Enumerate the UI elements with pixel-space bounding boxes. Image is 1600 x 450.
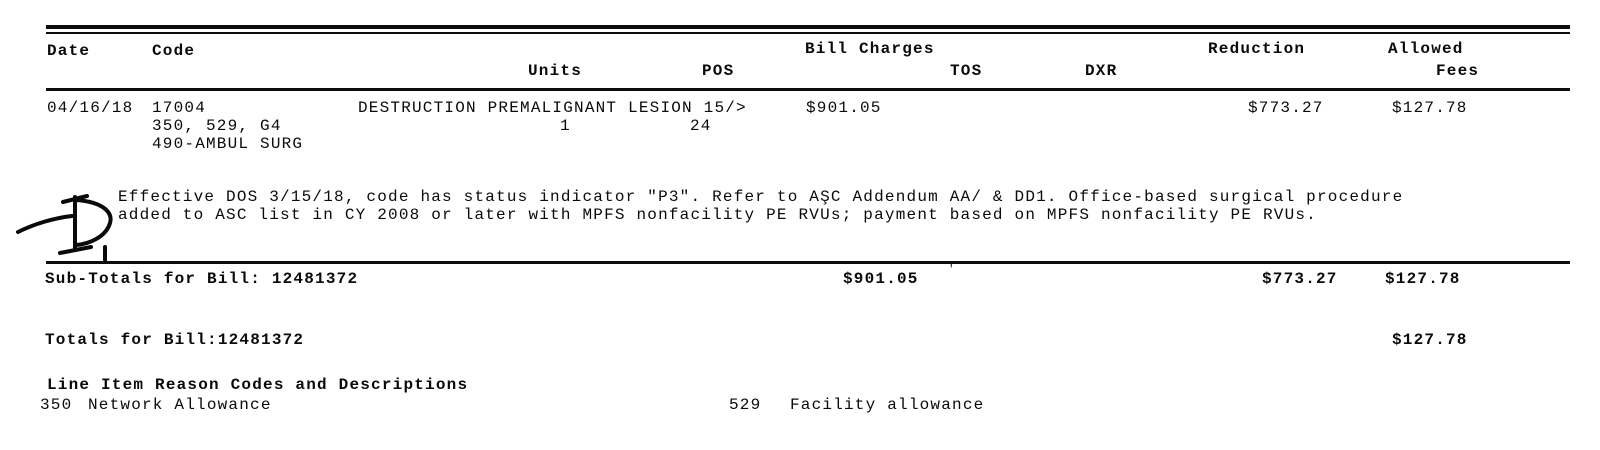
subtotals-bill-charges: $901.05 [843, 270, 919, 288]
line-item-reduction: $773.27 [1248, 99, 1324, 117]
col-header-date: Date [47, 42, 91, 60]
line-item-bill-charges: $901.05 [806, 99, 882, 117]
line-item-units: 1 [560, 117, 571, 135]
subtotal-rule [46, 261, 1570, 264]
status-note-line2: added to ASC list in CY 2008 or later wi… [118, 206, 1317, 224]
line-item-allowed-fees: $127.78 [1392, 99, 1468, 117]
handwritten-annotation-icon [16, 194, 113, 264]
reason-desc-529: Facility allowance [790, 396, 985, 414]
top-rule-2 [46, 32, 1570, 34]
col-header-fees: Fees [1436, 62, 1480, 80]
reason-code-529: 529 [729, 396, 762, 414]
reason-code-350: 350 [40, 396, 73, 414]
col-header-reduction: Reduction [1208, 40, 1306, 58]
col-header-units: Units [528, 62, 583, 80]
reason-desc-350: Network Allowance [88, 396, 272, 414]
line-item-pos: 24 [690, 117, 712, 135]
line-item-reason-codes: 350, 529, G4 [152, 117, 282, 135]
header-rule [46, 88, 1570, 91]
line-item-date: 04/16/18 [47, 99, 134, 117]
scan-stray-mark: ' [948, 264, 955, 276]
line-item-revenue-code: 490-AMBUL SURG [152, 135, 304, 153]
line-item-code: 17004 [152, 99, 207, 117]
col-header-dxr: DXR [1085, 62, 1118, 80]
subtotals-allowed-fees: $127.78 [1385, 270, 1461, 288]
col-header-bill-charges: Bill Charges [805, 40, 935, 58]
totals-allowed-fees: $127.78 [1392, 331, 1468, 349]
col-header-tos: TOS [950, 62, 983, 80]
top-rule-1 [46, 25, 1570, 29]
status-note-line1: Effective DOS 3/15/18, code has status i… [118, 188, 1404, 206]
col-header-allowed: Allowed [1388, 40, 1464, 58]
totals-label: Totals for Bill:12481372 [45, 331, 305, 349]
line-item-description: DESTRUCTION PREMALIGNANT LESION 15/> [358, 99, 747, 117]
reason-section-title: Line Item Reason Codes and Descriptions [47, 376, 469, 394]
subtotals-reduction: $773.27 [1262, 270, 1338, 288]
col-header-code: Code [152, 42, 196, 60]
col-header-pos: POS [702, 62, 735, 80]
subtotals-label: Sub-Totals for Bill: 12481372 [45, 270, 359, 288]
